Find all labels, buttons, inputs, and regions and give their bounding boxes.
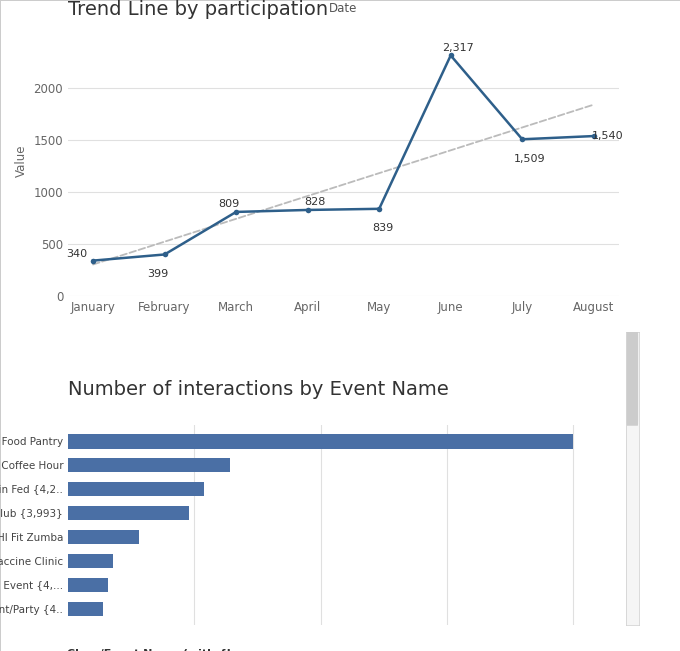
Bar <box>68 602 103 616</box>
Text: Number of interactions by Event Name: Number of interactions by Event Name <box>68 380 449 398</box>
Text: 340: 340 <box>66 249 87 258</box>
Text: Trend Line by participation: Trend Line by participation <box>68 0 328 19</box>
Bar <box>68 434 573 449</box>
Text: Date: Date <box>329 2 358 15</box>
Bar <box>68 577 108 592</box>
Y-axis label: Value: Value <box>15 145 28 177</box>
Bar <box>68 530 139 544</box>
FancyBboxPatch shape <box>627 332 638 426</box>
Text: 399: 399 <box>147 269 168 279</box>
Bar <box>68 458 230 473</box>
Text: 809: 809 <box>218 199 240 208</box>
Bar <box>68 554 114 568</box>
Text: Class/Event Name (with {l..: Class/Event Name (with {l.. <box>67 649 239 651</box>
Text: 1,509: 1,509 <box>513 154 545 163</box>
Bar <box>68 506 189 520</box>
Bar <box>68 482 205 496</box>
Text: 839: 839 <box>373 223 394 233</box>
Text: 2,317: 2,317 <box>442 44 473 53</box>
Text: 828: 828 <box>304 197 325 206</box>
Text: 1,540: 1,540 <box>592 131 624 141</box>
